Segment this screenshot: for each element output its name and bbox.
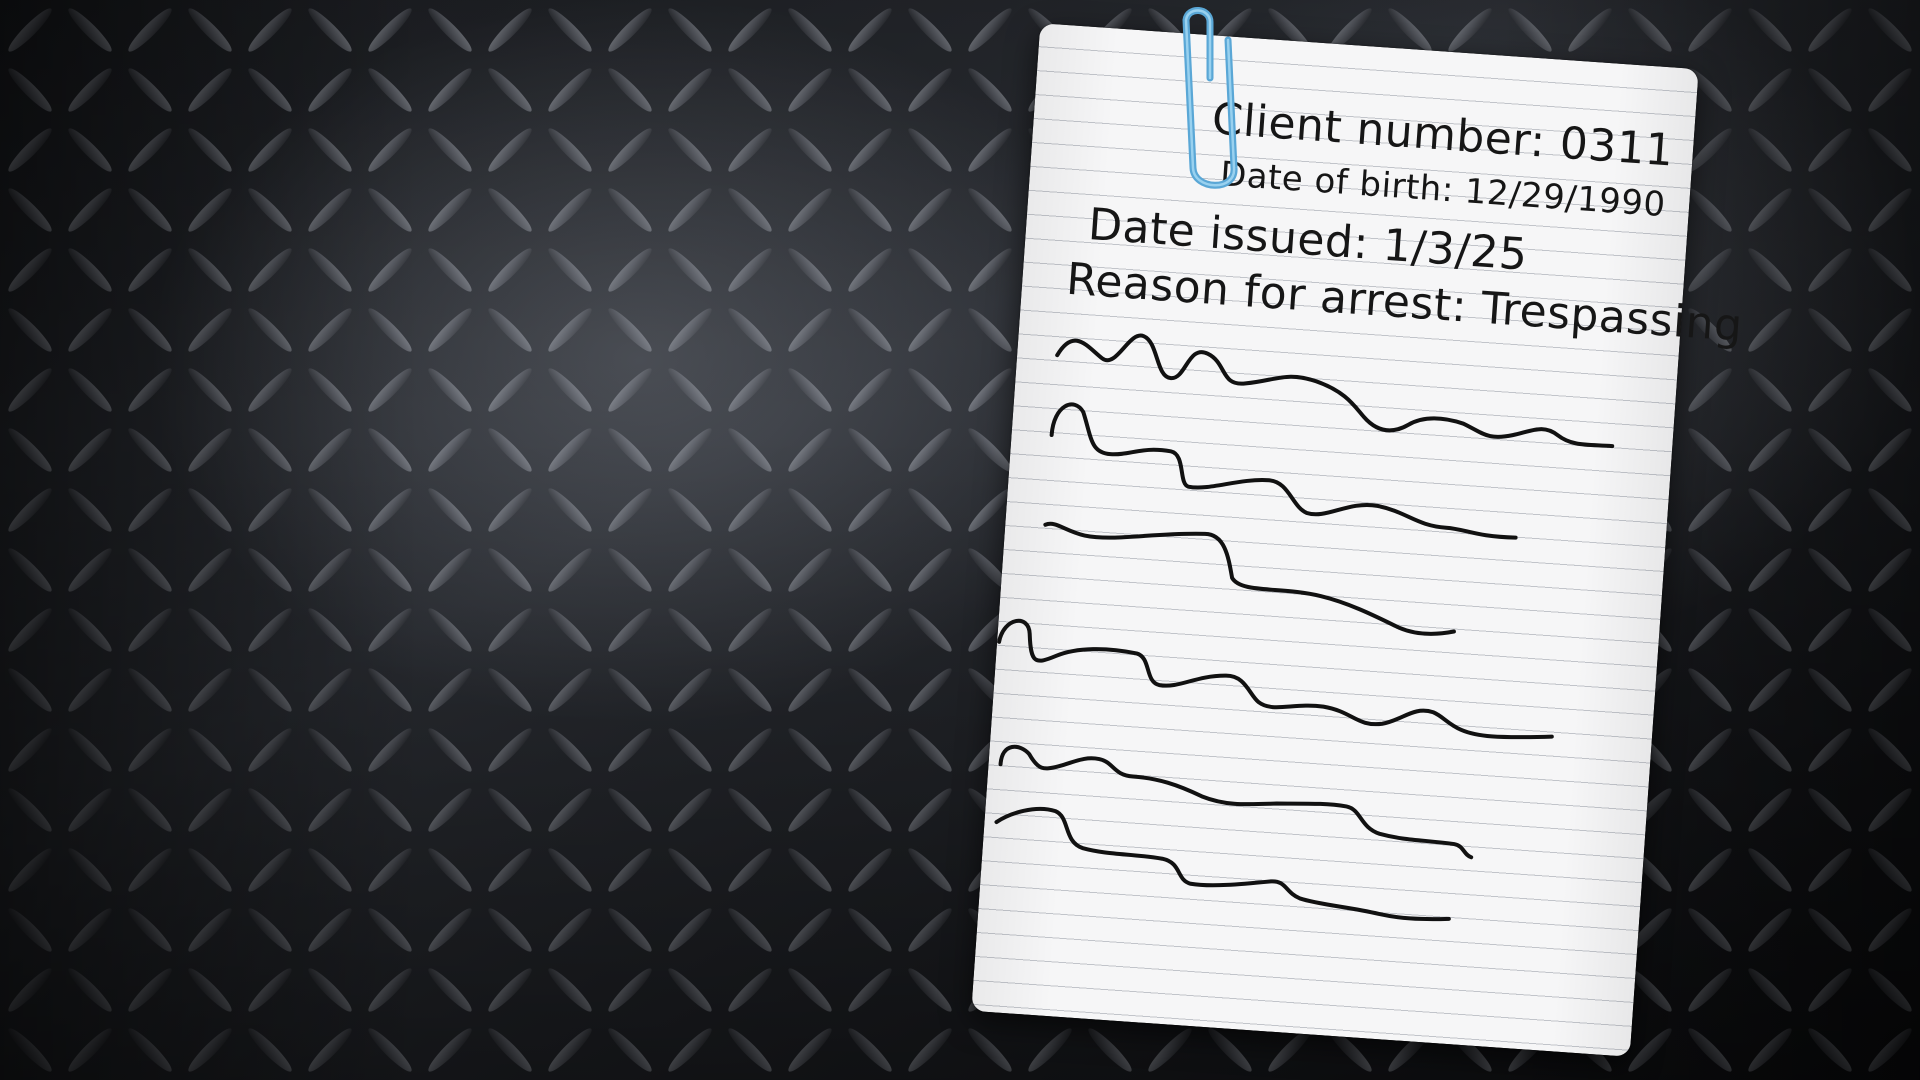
scribble-line-4 xyxy=(997,618,1554,740)
scribble-line-5 xyxy=(998,744,1474,860)
scribble-line-6 xyxy=(994,806,1451,922)
scribble-line-2 xyxy=(1049,402,1518,540)
handwritten-scribbles xyxy=(994,333,1615,922)
scribble-line-3 xyxy=(1043,521,1456,636)
scribble-line-1 xyxy=(1055,333,1615,449)
arrest-note-paper: Client number: 0311 Date of birth: 12/29… xyxy=(971,23,1744,1057)
paperclip-icon xyxy=(1182,7,1238,189)
